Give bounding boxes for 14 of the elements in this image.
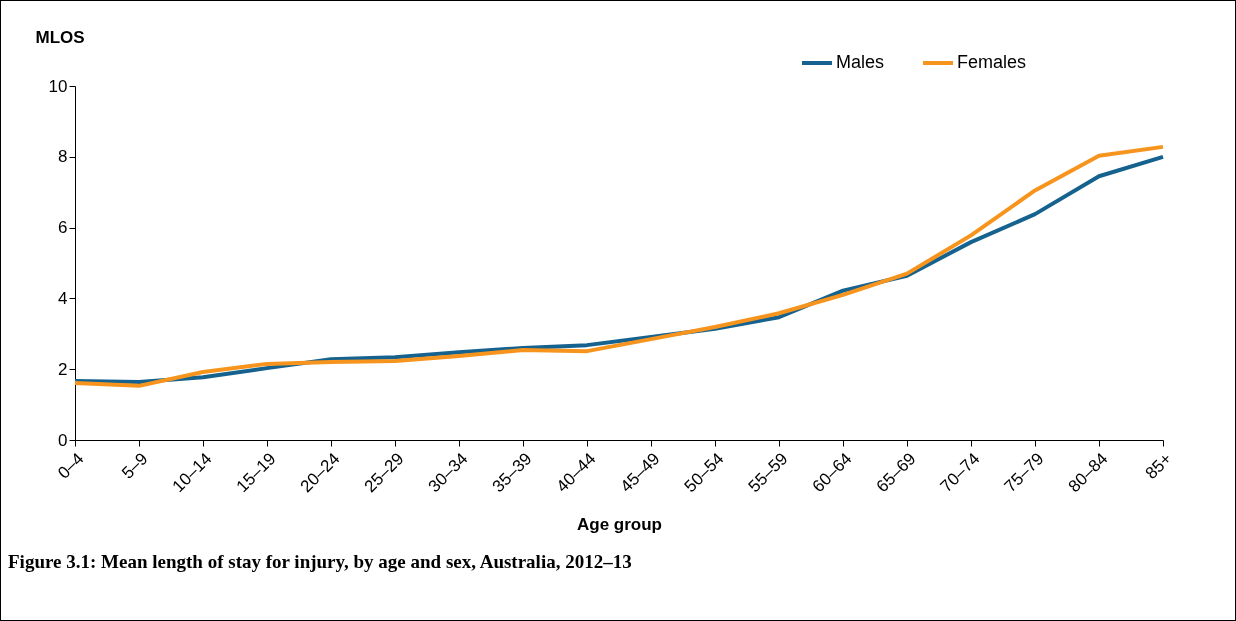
legend-label: Females	[957, 52, 1027, 72]
x-axis-title: Age group	[577, 515, 662, 535]
x-tick-label: 5–9	[118, 449, 152, 483]
y-axis-title: MLOS	[35, 27, 85, 47]
y-tick-label: 10	[48, 76, 68, 96]
legend-label: Males	[836, 52, 885, 72]
x-tick-label: 85+	[1141, 449, 1176, 483]
y-tick-label: 4	[58, 288, 68, 308]
y-tick-label: 2	[58, 359, 68, 379]
x-tick-label: 0–4	[54, 449, 88, 483]
text: Figure 3.1: Mean length of stay for injury, by age and sex, Australia, 2012–13	[8, 550, 632, 572]
y-tick-label: 6	[58, 218, 68, 238]
y-tick-label: 0	[58, 430, 68, 450]
y-tick-label: 8	[58, 147, 68, 167]
